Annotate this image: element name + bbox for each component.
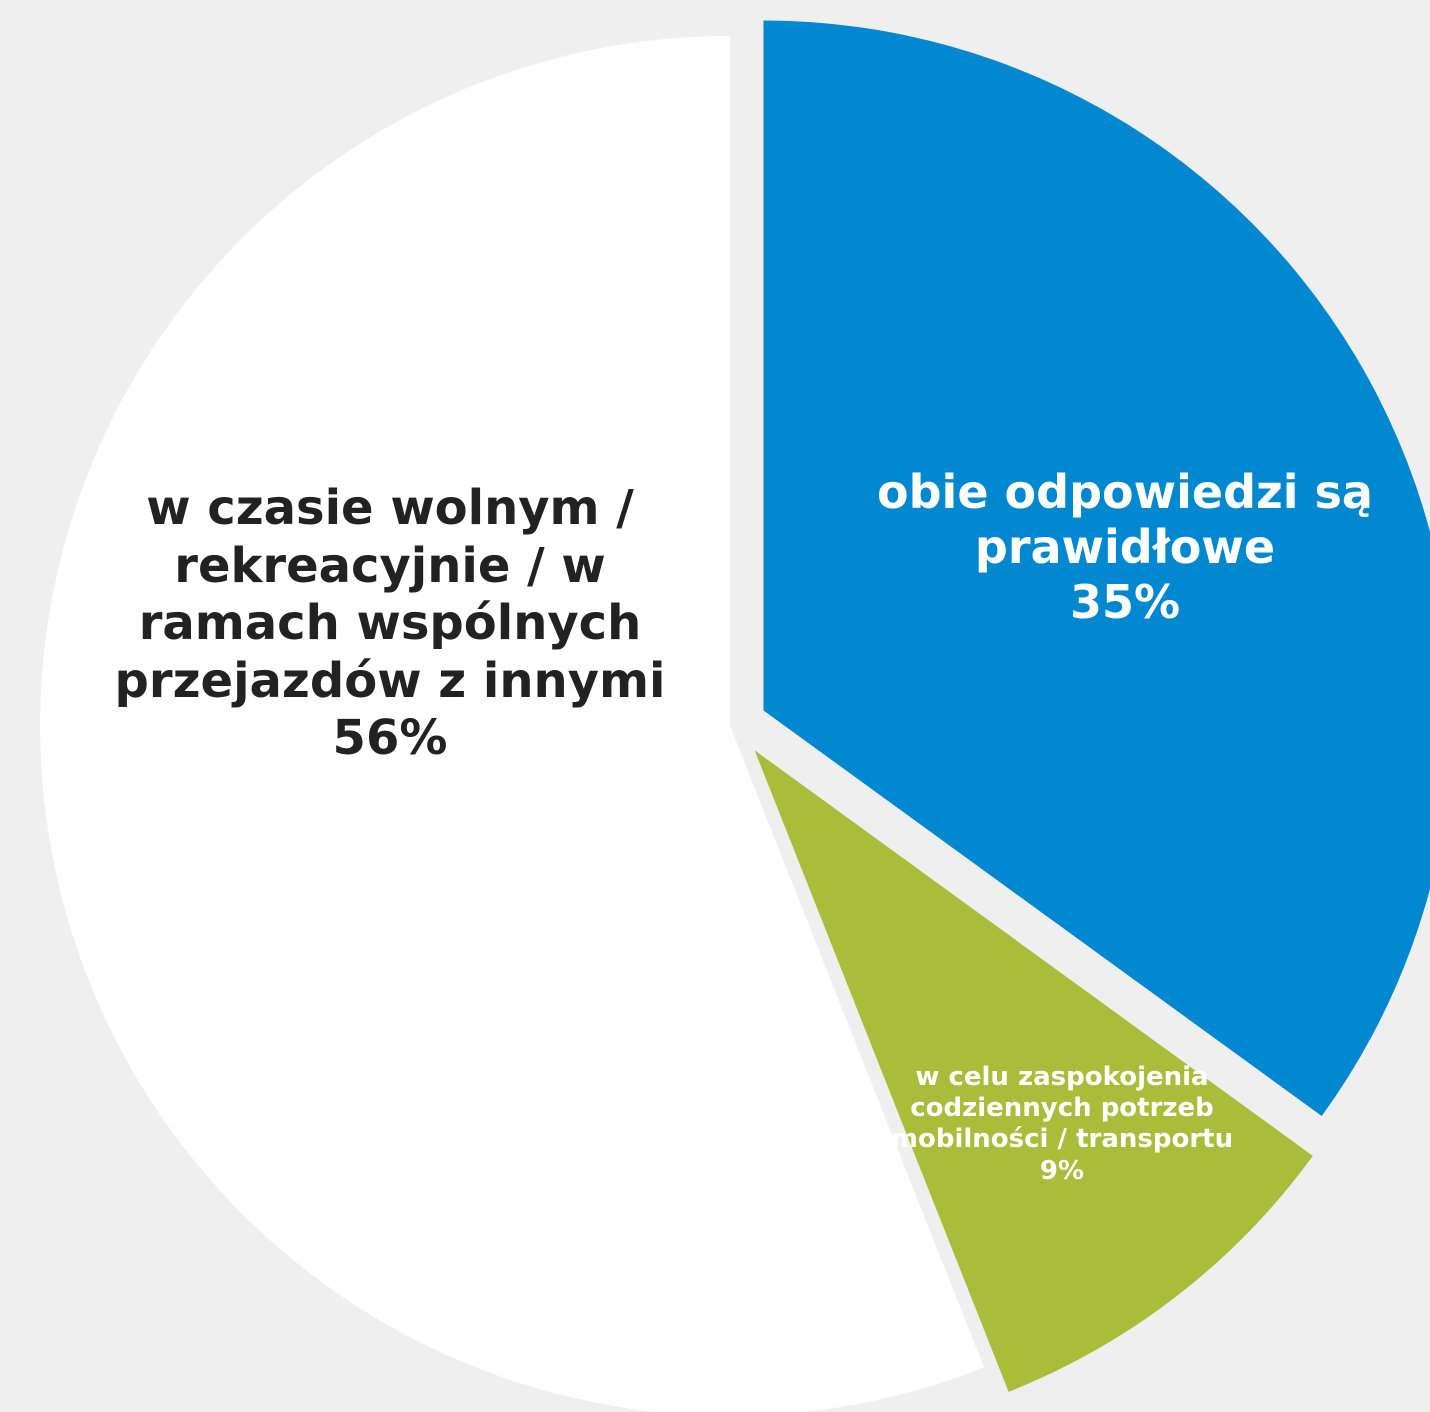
value-label: 56%: [332, 710, 448, 767]
value-label: 35%: [1069, 575, 1181, 630]
category-label: w celu zaspokojenia codziennych potrzeb …: [890, 1062, 1234, 1155]
value-label: 9%: [1039, 1155, 1085, 1186]
pie-slice: [40, 35, 985, 1412]
slice-label: w celu zaspokojenia codziennych potrzeb …: [882, 1062, 1242, 1187]
category-label: obie odpowiedzi są prawidłowe: [877, 465, 1373, 575]
pie-slice: [763, 20, 1430, 1117]
slice-label: w czasie wolnym / rekreacyjnie / w ramac…: [90, 480, 690, 768]
slice-label: obie odpowiedzi są prawidłowe 35%: [825, 465, 1425, 631]
pie-slice: [754, 750, 1313, 1392]
category-label: w czasie wolnym / rekreacyjnie / w ramac…: [114, 480, 666, 709]
